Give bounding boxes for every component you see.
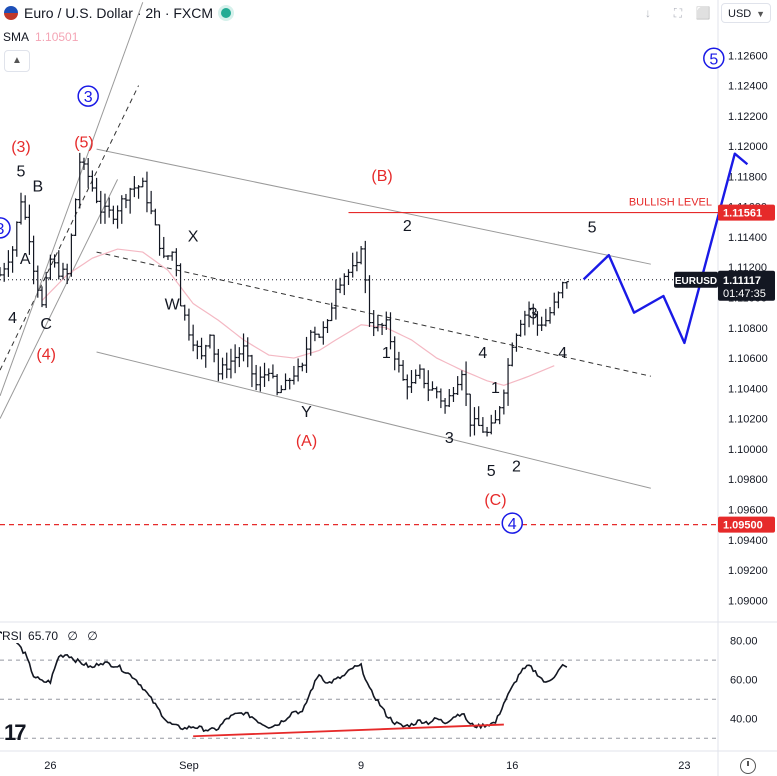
price-tick-label: 1.11400	[728, 232, 767, 244]
rsi-tick-label: 80.00	[730, 636, 758, 648]
time-tick-label: Sep	[179, 760, 199, 772]
price-tick-label: 1.09400	[728, 535, 768, 547]
sma-value: 1.10501	[35, 30, 79, 44]
price-tick-label: 1.12400	[728, 81, 768, 93]
time-tick-label: 23	[678, 760, 690, 772]
projection-path	[582, 152, 749, 345]
rsi-label: RSI	[2, 629, 23, 643]
wave-label: 3	[84, 89, 93, 106]
wave-label: 4	[558, 345, 567, 362]
wave-label: 2	[512, 459, 521, 476]
price-tick-label: 1.10600	[728, 353, 768, 365]
current-price-value: 1.11117	[723, 275, 761, 287]
price-tick-label: 1.09200	[728, 565, 768, 577]
wave-label: X	[188, 228, 199, 245]
wave-label: 4	[8, 310, 17, 327]
sma-line	[41, 248, 555, 386]
channel-lower-line	[96, 351, 651, 489]
rsi-tick-label: 40.00	[730, 714, 758, 726]
currency-label: USD	[728, 8, 752, 20]
price-tick-label: 1.10800	[728, 323, 768, 335]
time-tick-label: 9	[358, 760, 364, 772]
old-channel-line	[0, 2, 144, 397]
bullish-level-label: BULLISH LEVEL	[629, 197, 712, 209]
wave-label: B	[32, 178, 43, 195]
wave-label: 5	[709, 51, 718, 68]
wave-label: Y	[301, 404, 312, 421]
time-tick-label: 16	[506, 760, 518, 772]
collapse-legend-button[interactable]: ▲	[4, 50, 30, 72]
channel-upper-line	[96, 148, 651, 265]
price-tick-label: 1.10400	[728, 383, 768, 395]
symbol-tag-bg	[674, 271, 718, 288]
sma-label: SMA	[3, 30, 30, 44]
wave-label: 3	[0, 221, 5, 238]
wave-label: (B)	[371, 168, 392, 185]
rsi-divergence-line	[193, 723, 504, 738]
wave-circle-marker	[703, 47, 725, 70]
wave-label: A	[20, 251, 31, 268]
price-tick-label: 1.12600	[728, 50, 768, 62]
rsi-legend[interactable]: RSI 65.70 ∅ ∅	[2, 629, 98, 643]
chart-header: Euro / U.S. Dollar · 2h · FXCM	[0, 0, 232, 26]
wedge-support-line	[0, 179, 119, 419]
price-tick-label: 1.10000	[728, 444, 768, 456]
rsi-value: 65.70	[28, 629, 59, 643]
price-tick-label: 1.10200	[728, 414, 768, 426]
wave-label: (5)	[74, 135, 94, 152]
hide-icon[interactable]: ∅	[87, 629, 98, 643]
wave-circle-marker	[77, 85, 99, 107]
wave-label: (4)	[36, 347, 56, 364]
wave-label: 1	[382, 345, 391, 362]
wave-label: C	[40, 316, 52, 333]
wave-label: 4	[478, 345, 487, 362]
support-level-value: 1.09500	[723, 520, 763, 532]
tradingview-logo: 17	[4, 720, 27, 745]
symbol-title[interactable]: Euro / U.S. Dollar · 2h · FXCM	[24, 5, 214, 21]
currency-selector[interactable]: USD ▼	[721, 3, 771, 23]
price-tick-label: 1.09000	[728, 595, 768, 607]
support-level-value-bg	[718, 516, 775, 533]
price-tick-label: 1.12200	[728, 111, 768, 123]
rsi-line	[0, 630, 568, 733]
timezone-settings-button[interactable]	[740, 758, 756, 774]
wave-label: 1	[491, 380, 500, 397]
bar-countdown: 01:47:35	[723, 288, 766, 300]
wave-label: W	[165, 297, 181, 314]
wave-label: 4	[508, 516, 517, 533]
wave-label: 5	[588, 219, 597, 236]
rsi-tick-label: 60.00	[730, 675, 758, 687]
price-tick-label: 1.09600	[728, 504, 768, 516]
wave-label: 2	[403, 218, 412, 235]
wave-label: 3	[445, 430, 454, 447]
price-tick-label: 1.11800	[728, 171, 767, 183]
price-tick-label: 1.12000	[728, 141, 768, 153]
wave-label: 5	[17, 163, 26, 180]
arrow-down-icon[interactable]: ↓	[645, 6, 651, 20]
sma-legend[interactable]: SMA 1.10501	[3, 30, 78, 44]
old-trend-line	[0, 85, 140, 371]
wave-label: (A)	[296, 433, 317, 450]
wave-label: 5	[487, 463, 496, 480]
symbol-tag: EURUSD	[675, 276, 717, 287]
price-tick-label: 1.09800	[728, 474, 768, 486]
bullish-level-value-bg	[718, 204, 775, 221]
bullish-level-value: 1.11561	[723, 208, 762, 220]
hide-icon[interactable]: ∅	[67, 629, 78, 643]
current-price-tag-bg	[718, 270, 775, 301]
expand-icon[interactable]: ⬜	[695, 6, 711, 20]
chevron-down-icon: ▼	[756, 9, 765, 19]
fullscreen-icon[interactable]: ⛶	[673, 6, 683, 20]
wave-label: 3	[529, 306, 538, 323]
market-open-indicator	[221, 8, 232, 18]
wave-circle-marker	[501, 512, 524, 534]
wave-circle-marker	[0, 217, 11, 239]
wave-label: (3)	[11, 139, 31, 156]
eur-usd-flag-icon	[4, 6, 18, 20]
time-tick-label: 26	[44, 760, 56, 772]
wave-label: (C)	[484, 492, 506, 509]
